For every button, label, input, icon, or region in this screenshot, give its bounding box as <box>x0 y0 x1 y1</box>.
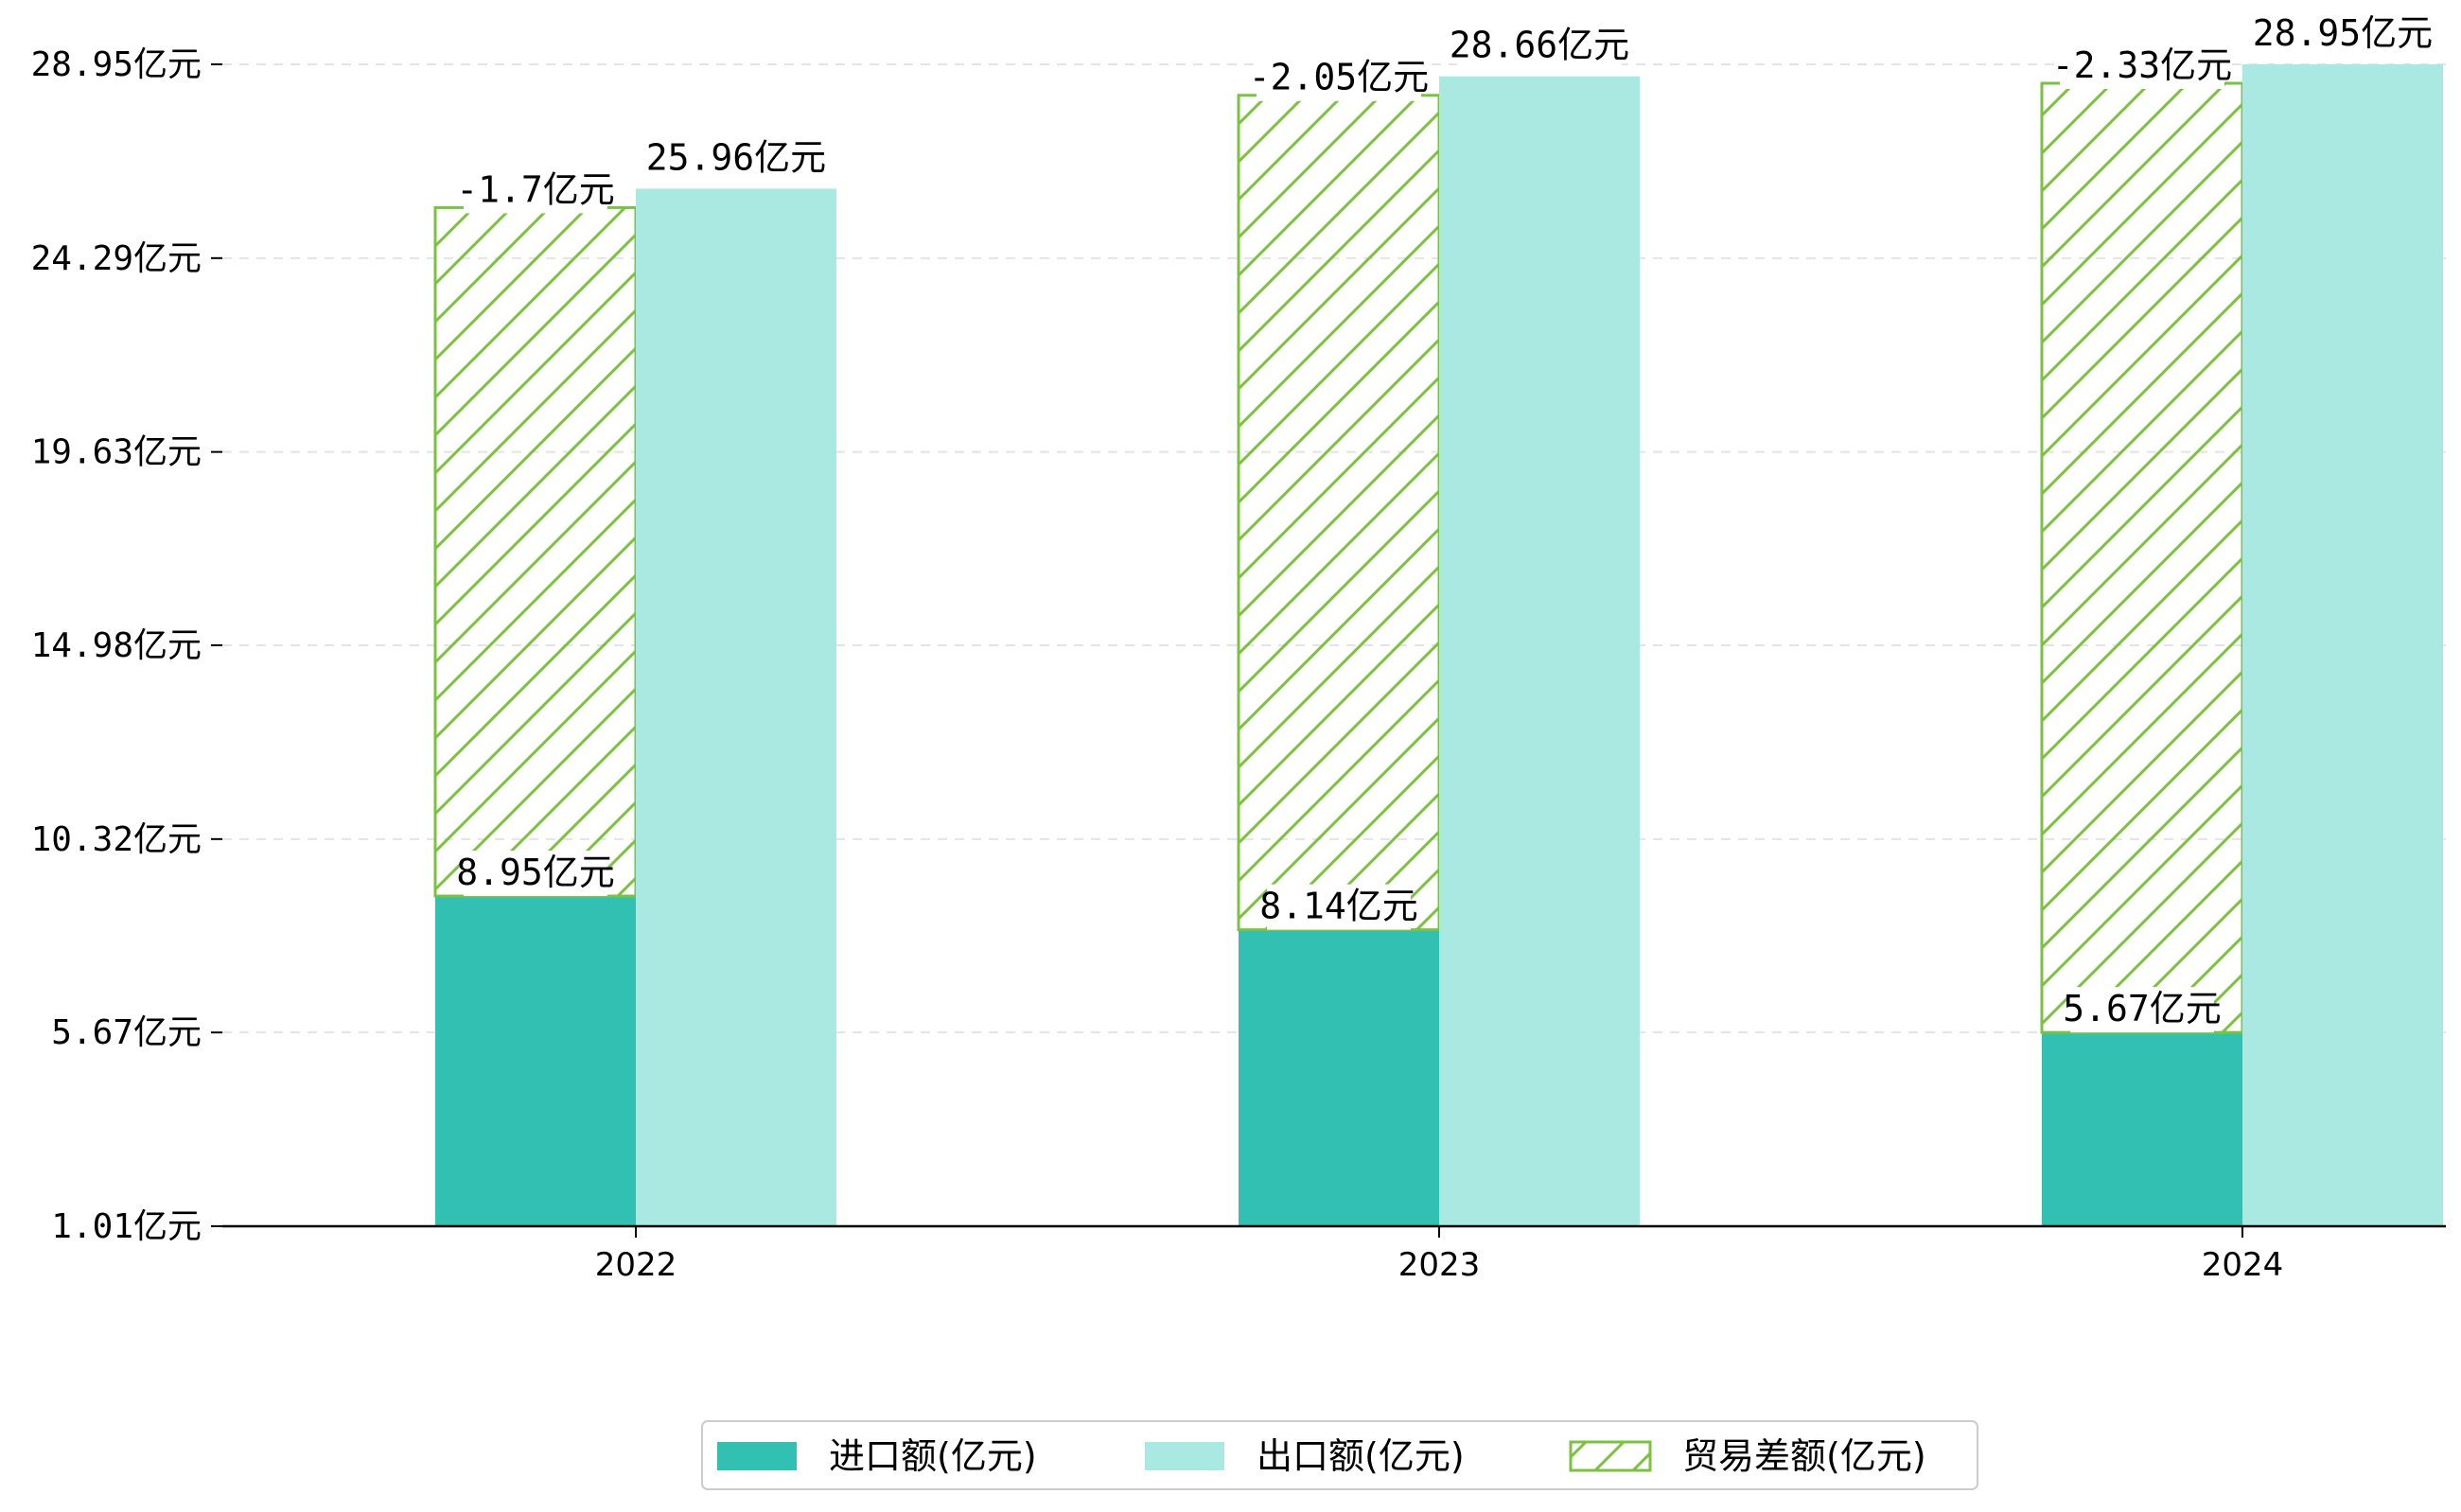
y-tick-label: 10.32亿元 <box>31 820 202 859</box>
balance-bar <box>433 205 638 898</box>
import-value-label-bg <box>464 851 607 897</box>
import-value-label: 8.95亿元 <box>456 852 615 893</box>
x-tick-label: 2024 <box>2202 1246 2284 1284</box>
export-bar <box>2242 64 2443 1226</box>
import-bar <box>2042 1032 2242 1226</box>
y-tick-label: 24.29亿元 <box>31 239 202 278</box>
import-value-label: 8.14亿元 <box>1259 886 1418 927</box>
balance-value-label-bg <box>1257 55 1421 101</box>
export-value-label-bg <box>2260 11 2425 57</box>
export-value-label-group: 28.95亿元 <box>2253 11 2433 57</box>
export-value-label-bg <box>654 135 818 182</box>
import-value-label-group: 8.14亿元 <box>1259 884 1418 930</box>
export-value-label-group: 28.66亿元 <box>1450 23 1629 69</box>
legend-label: 进口额(亿元) <box>829 1435 1037 1477</box>
y-tick-label: 19.63亿元 <box>31 433 202 472</box>
legend-swatch <box>717 1442 797 1470</box>
import-bar <box>435 896 636 1226</box>
data-labels: 8.95亿元 -1.7亿元 25.96亿元 8.14亿元 -2.05亿元 28.66亿元 5… <box>456 11 2433 1033</box>
balance-value-label-group: -1.7亿元 <box>456 167 615 214</box>
y-tick-label: 14.98亿元 <box>31 626 202 665</box>
import-value-label-group: 8.95亿元 <box>456 851 615 897</box>
import-value-label: 5.67亿元 <box>2063 988 2222 1029</box>
export-bar <box>636 188 836 1227</box>
balance-bar <box>1237 94 1441 932</box>
export-bar <box>1439 76 1640 1227</box>
x-tick-label: 2023 <box>1398 1246 1481 1284</box>
legend: 进口额(亿元) 出口额(亿元) 贸易差额(亿元) <box>701 1420 1978 1490</box>
import-value-label-bg <box>1267 884 1411 930</box>
legend-swatch <box>1569 1440 1652 1472</box>
legend-label: 出口额(亿元) <box>1257 1435 1465 1477</box>
legend-box <box>701 1420 1978 1490</box>
axes: 1.01亿元 5.67亿元 10.32亿元 14.98亿元 19.63亿元 24.29亿元… <box>31 45 2446 1284</box>
balance-value-label: -1.7亿元 <box>456 168 615 210</box>
export-value-label-group: 25.96亿元 <box>646 135 826 182</box>
balance-value-label: -2.33亿元 <box>2052 44 2232 86</box>
export-value-label: 25.96亿元 <box>646 136 826 178</box>
y-tick-label: 28.95亿元 <box>31 45 202 84</box>
y-tick-label: 5.67亿元 <box>51 1013 202 1052</box>
export-value-label-bg <box>1457 23 1622 69</box>
balance-value-label: -2.05亿元 <box>1249 57 1429 98</box>
balance-value-label-bg <box>2060 44 2224 89</box>
balance-value-label-bg <box>464 167 607 214</box>
import-bar <box>1239 929 1439 1226</box>
y-tick-label: 1.01亿元 <box>51 1207 202 1246</box>
legend-label: 贸易差额(亿元) <box>1682 1435 1926 1477</box>
import-value-label-group: 5.67亿元 <box>2063 987 2222 1033</box>
legend-swatch <box>1145 1442 1224 1470</box>
bars <box>433 64 2443 1227</box>
balance-value-label-group: -2.33亿元 <box>2052 44 2232 89</box>
x-tick-label: 2022 <box>595 1246 677 1284</box>
export-value-label: 28.66亿元 <box>1450 25 1629 66</box>
balance-bar <box>2040 81 2244 1034</box>
import-value-label-bg <box>2070 987 2214 1033</box>
balance-value-label-group: -2.05亿元 <box>1249 55 1429 101</box>
export-value-label: 28.95亿元 <box>2253 12 2433 54</box>
